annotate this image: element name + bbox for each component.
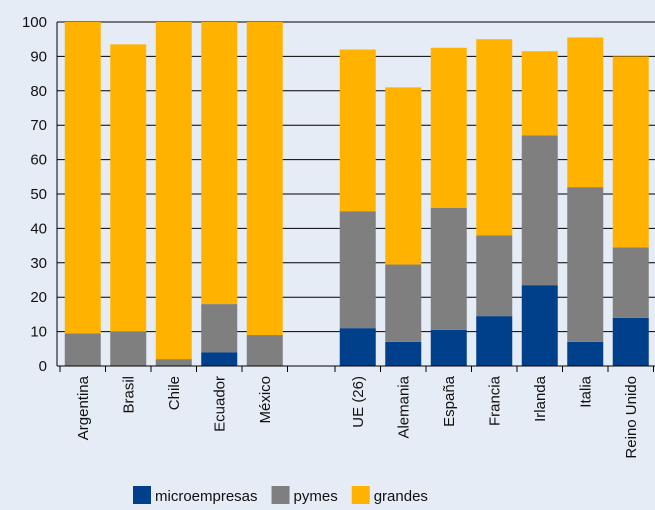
category-label: Chile — [166, 376, 183, 410]
bar-microempresas — [201, 352, 238, 366]
bar-grandes — [521, 51, 558, 136]
bar-pymes — [64, 333, 101, 366]
y-tick-label: 0 — [39, 358, 47, 375]
category-label: Francia — [486, 375, 503, 426]
bar-grandes — [567, 37, 604, 188]
bar-pymes — [155, 359, 192, 366]
category-label: Brasil — [120, 376, 137, 414]
bar-pymes — [385, 264, 422, 342]
y-tick-label: 30 — [30, 255, 47, 272]
category-label: España — [441, 375, 458, 427]
bar-grandes — [110, 44, 147, 332]
category-label: Alemania — [395, 375, 412, 438]
y-tick-label: 80 — [30, 83, 47, 100]
category-label: Italia — [577, 375, 594, 407]
category-label: México — [257, 376, 274, 424]
bar-grandes — [246, 22, 283, 336]
bar-microempresas — [476, 316, 513, 366]
bar-grandes — [612, 56, 649, 248]
legend-label: microempresas — [155, 488, 258, 505]
bar-pymes — [430, 207, 467, 330]
bar-microempresas — [385, 341, 422, 366]
category-label: Ecuador — [211, 376, 228, 432]
bar-pymes — [612, 247, 649, 318]
bar-grandes — [201, 22, 238, 305]
bar-pymes — [339, 211, 376, 329]
bar-pymes — [521, 135, 558, 286]
bar-grandes — [385, 87, 422, 265]
y-tick-label: 40 — [30, 220, 47, 237]
bar-microempresas — [521, 285, 558, 366]
bar-grandes — [430, 47, 467, 208]
y-tick-label: 90 — [30, 48, 47, 65]
bar-grandes — [476, 39, 513, 236]
bar-microempresas — [430, 329, 467, 366]
category-label: Argentina — [75, 375, 92, 440]
legend-swatch — [271, 486, 290, 504]
bar-microempresas — [567, 341, 604, 366]
y-tick-label: 50 — [30, 186, 47, 203]
bar-pymes — [476, 235, 513, 317]
y-tick-label: 20 — [30, 289, 47, 306]
legend-label: pymes — [294, 488, 338, 505]
y-tick-label: 60 — [30, 152, 47, 169]
legend-label: grandes — [374, 488, 428, 505]
category-label: Reino Unido — [623, 376, 640, 459]
y-tick-label: 100 — [22, 14, 47, 31]
bar-grandes — [339, 49, 376, 212]
bar-grandes — [155, 22, 192, 360]
legend-swatch — [351, 486, 370, 504]
bar-microempresas — [339, 328, 376, 366]
bar-grandes — [64, 22, 101, 334]
legend-swatch — [133, 486, 151, 504]
bar-pymes — [201, 304, 238, 353]
bar-pymes — [110, 331, 147, 366]
y-tick-label: 10 — [30, 324, 47, 341]
bar-pymes — [567, 187, 604, 342]
category-label: UE (26) — [350, 376, 367, 428]
y-tick-label: 70 — [30, 117, 47, 134]
category-label: Irlanda — [532, 375, 549, 422]
bar-pymes — [246, 335, 283, 366]
bar-microempresas — [612, 317, 649, 366]
